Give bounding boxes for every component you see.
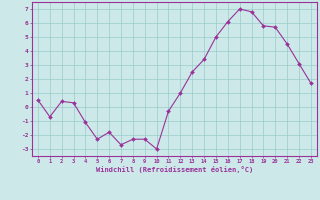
X-axis label: Windchill (Refroidissement éolien,°C): Windchill (Refroidissement éolien,°C) xyxy=(96,166,253,173)
